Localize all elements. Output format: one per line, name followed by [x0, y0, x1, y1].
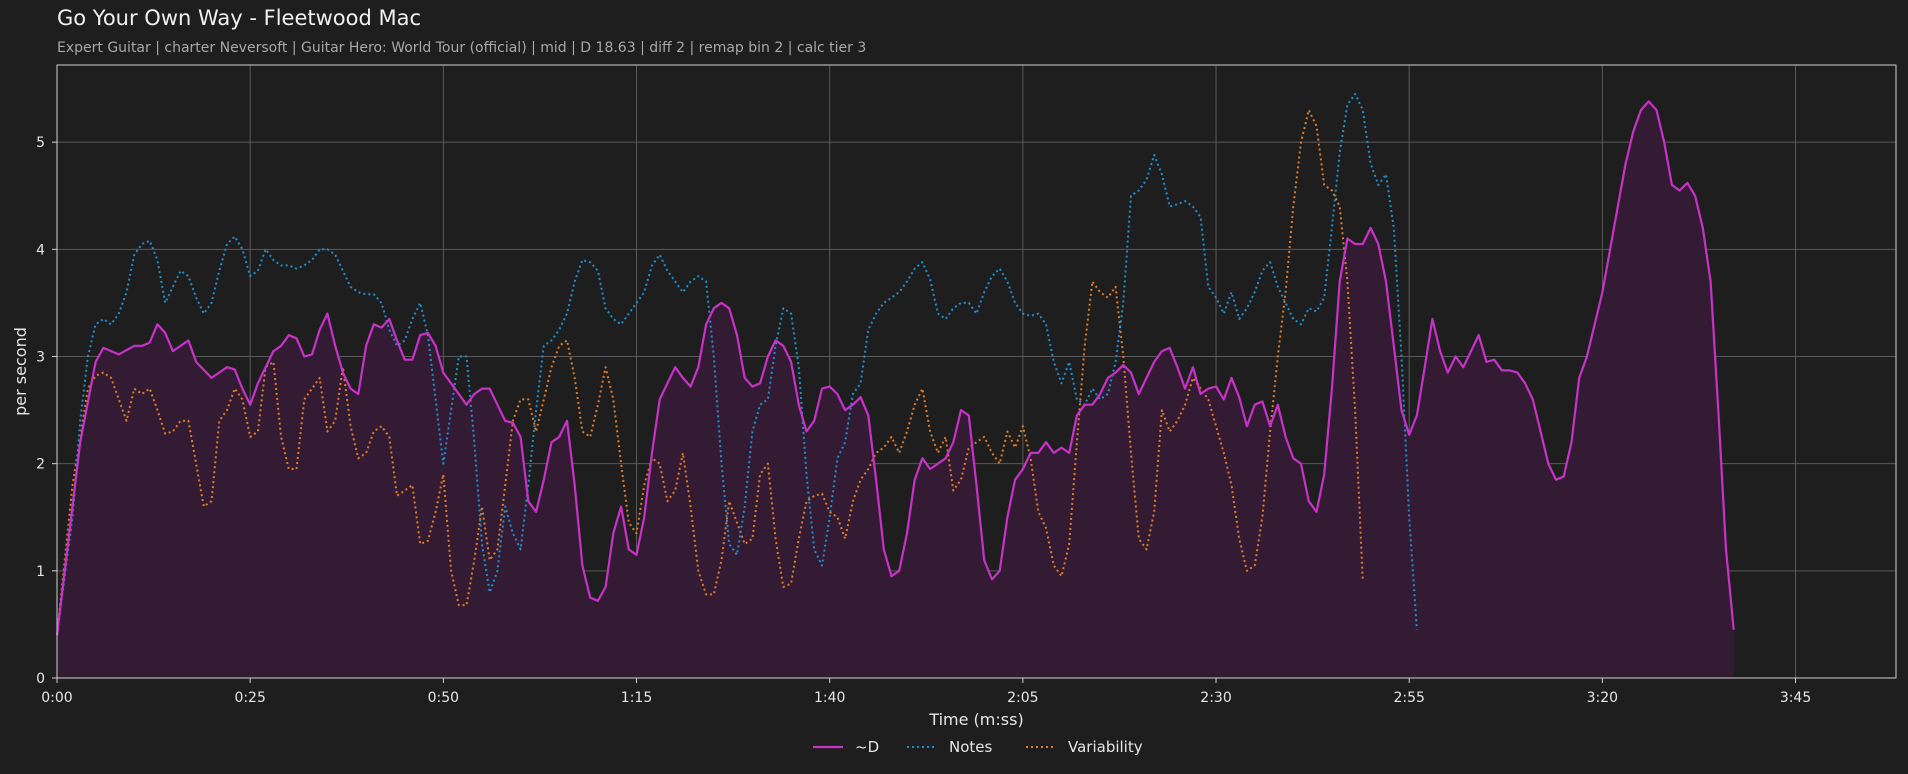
plot-frame — [56, 64, 1897, 679]
series-notes-line — [56, 92, 1418, 636]
legend-label: Variability — [1068, 738, 1143, 756]
chart-subtitle: Expert Guitar | charter Neversoft | Guit… — [57, 40, 867, 56]
x-tick-label: 2:05 — [1007, 690, 1038, 706]
x-tick-label: 0:50 — [428, 690, 459, 706]
y-tick-label: 2 — [36, 457, 45, 473]
legend-label: Notes — [949, 738, 993, 756]
x-tick-label: 3:45 — [1780, 690, 1811, 706]
x-tick-label: 1:40 — [814, 690, 845, 706]
y-tick-label: 3 — [36, 349, 45, 365]
x-tick-label: 3:20 — [1587, 690, 1618, 706]
series-d-area — [57, 101, 1734, 678]
area-fill — [57, 101, 1734, 678]
x-tick-label: 2:30 — [1200, 690, 1231, 706]
series-lines — [55, 92, 1735, 636]
x-tick-label: 1:15 — [621, 690, 652, 706]
y-tick-label: 5 — [36, 135, 45, 151]
y-axis-label: per second — [11, 327, 30, 416]
chart-title: Go Your Own Way - Fleetwood Mac — [57, 6, 422, 30]
x-tick-label: 0:25 — [234, 690, 265, 706]
x-tick-label: 2:55 — [1393, 690, 1424, 706]
axis-ticks: 0:00 0:25 0:50 1:15 1:40 2:05 2:30 2:55 3:20 3:45… — [36, 135, 1811, 706]
series-variability-line — [56, 109, 1364, 636]
x-tick-label: 0:00 — [41, 690, 72, 706]
y-tick-label: 4 — [36, 242, 45, 258]
legend: ~D Notes Variability — [813, 738, 1143, 756]
legend-label: ~D — [855, 738, 879, 756]
series-d-line — [55, 100, 1735, 636]
y-tick-label: 0 — [36, 671, 45, 687]
y-tick-label: 1 — [36, 564, 45, 580]
x-axis-label: Time (m:ss) — [928, 710, 1023, 729]
